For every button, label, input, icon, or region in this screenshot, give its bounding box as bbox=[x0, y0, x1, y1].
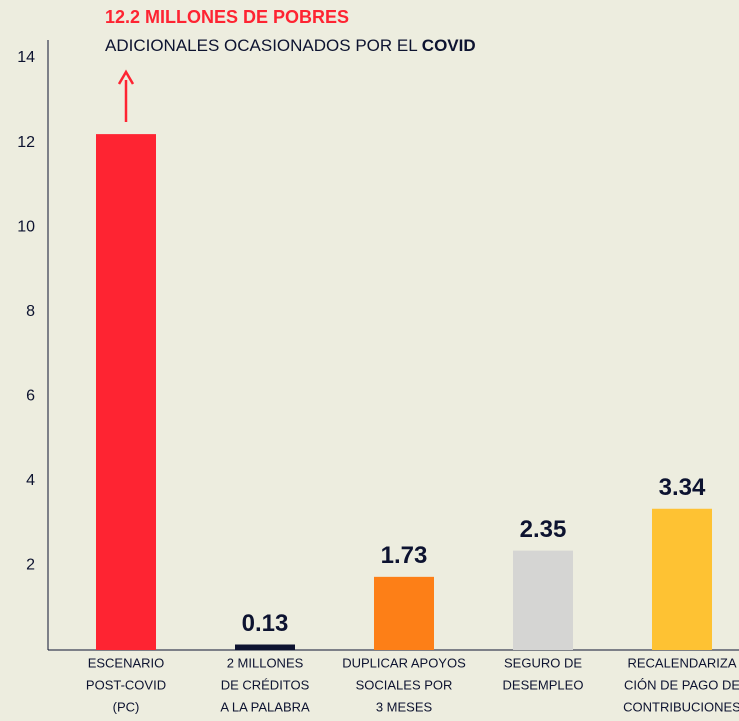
x-tick-label: SEGURO DE bbox=[504, 655, 582, 670]
y-tick-label: 4 bbox=[26, 472, 35, 489]
y-tick-label: 2 bbox=[26, 557, 35, 574]
bar bbox=[235, 644, 295, 650]
x-tick-label: CIÓN DE PAGO DE bbox=[624, 677, 739, 692]
subtitle-text: ADICIONALES OCASIONADOS POR EL bbox=[105, 36, 422, 55]
x-tick-label: SOCIALES POR bbox=[356, 677, 453, 692]
x-tick-label: 2 MILLONES bbox=[227, 655, 304, 670]
bar bbox=[374, 576, 434, 650]
x-tick-label: 3 MESES bbox=[376, 699, 433, 714]
x-tick-label: ESCENARIO bbox=[88, 655, 165, 670]
x-tick-label: (PC) bbox=[113, 699, 140, 714]
subtitle: ADICIONALES OCASIONADOS POR EL COVID bbox=[105, 36, 476, 55]
x-tick-label: DESEMPLEO bbox=[503, 677, 584, 692]
x-tick-label: RECALENDARIZA bbox=[627, 655, 736, 670]
bar bbox=[96, 134, 156, 651]
value-label: 3.34 bbox=[659, 474, 706, 501]
x-tick-label: DE CRÉDITOS bbox=[221, 677, 310, 692]
x-tick-label: A LA PALABRA bbox=[220, 699, 310, 714]
bar bbox=[652, 508, 712, 650]
chart-title: 12.2 MILLONES DE POBRES bbox=[105, 7, 349, 27]
bar bbox=[513, 550, 573, 650]
x-tick-label: DUPLICAR APOYOS bbox=[342, 655, 466, 670]
y-tick-label: 12 bbox=[17, 134, 35, 151]
x-tick-label: POST-COVID bbox=[86, 677, 166, 692]
arrow-head bbox=[117, 69, 135, 85]
value-label: 0.13 bbox=[242, 610, 289, 637]
y-tick-label: 14 bbox=[17, 49, 35, 66]
subtitle-emphasis: COVID bbox=[422, 36, 476, 55]
value-label: 2.35 bbox=[520, 516, 567, 543]
y-tick-label: 10 bbox=[17, 218, 35, 235]
y-tick-label: 8 bbox=[26, 303, 35, 320]
x-tick-label: CONTRIBUCIONES bbox=[623, 699, 739, 714]
value-label: 1.73 bbox=[381, 542, 428, 569]
y-tick-label: 6 bbox=[26, 388, 35, 405]
